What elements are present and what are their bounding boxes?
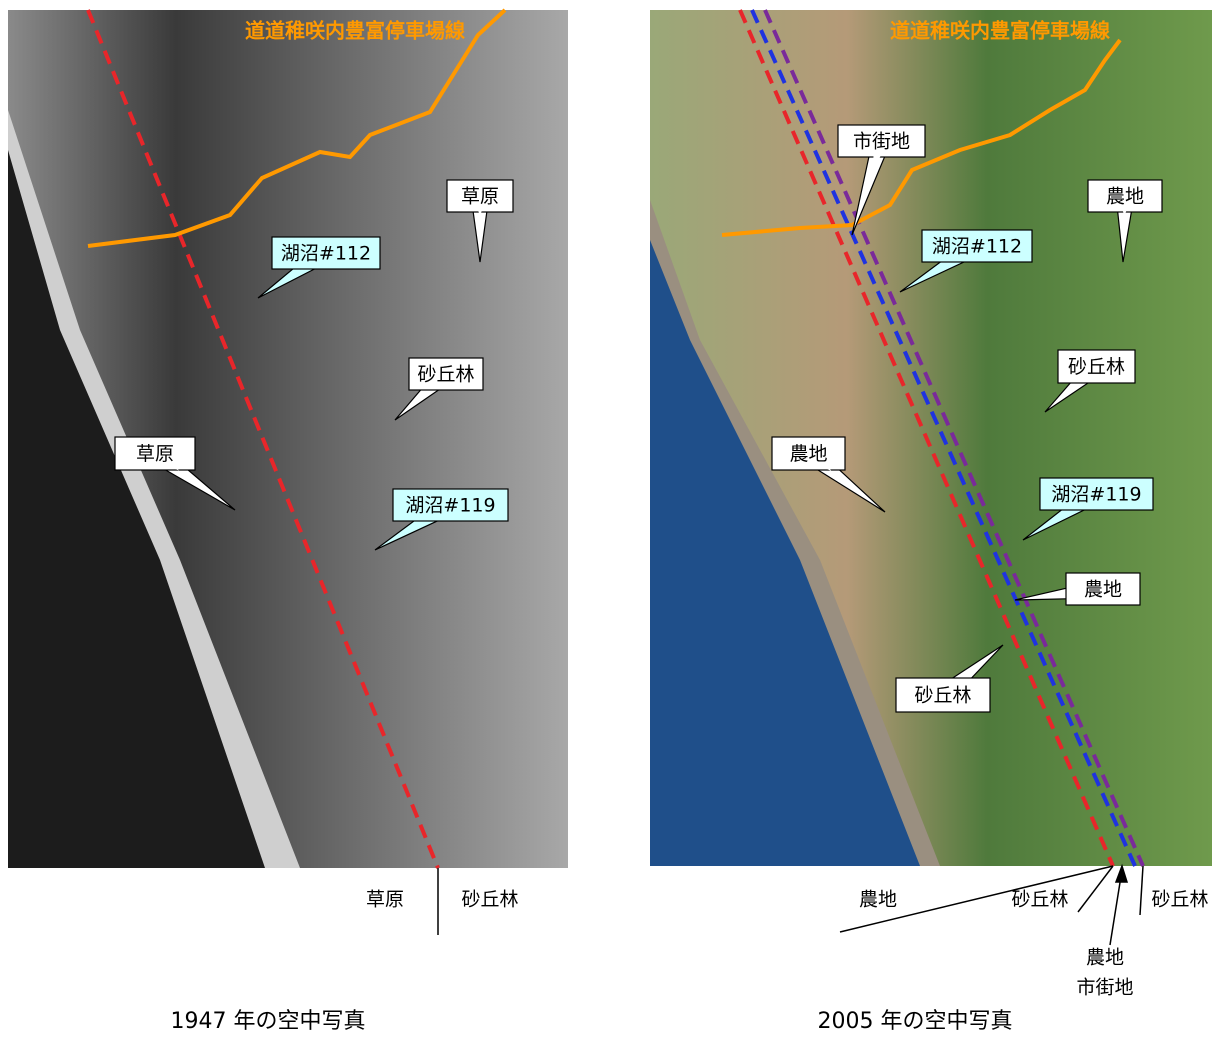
bottom-leaders [437, 863, 1144, 946]
bottom-label: 草原 [366, 889, 404, 911]
bottom-label: 農地 [859, 889, 897, 911]
bottom-label: 農地 [1086, 947, 1124, 969]
caption: 2005 年の空中写真 [818, 1009, 1013, 1034]
callout-tail-fill [938, 680, 961, 701]
callout-tail-fill [1117, 195, 1133, 216]
callout-tail-fill [953, 239, 981, 260]
callout-label: 農地 [1106, 186, 1144, 208]
road-label: 道道稚咲内豊富停車場線 [245, 19, 465, 43]
callout-label: 農地 [789, 443, 827, 465]
callout-label: 農地 [1084, 579, 1122, 601]
callout-tail-fill [872, 138, 889, 170]
bottom-label: 砂丘林 [1151, 889, 1208, 911]
callout-tail-fill [1076, 581, 1104, 597]
callout-tail-fill [804, 447, 832, 472]
callout-tail-fill [472, 196, 488, 216]
bottom-label: 市街地 [1076, 977, 1133, 999]
callout-tail-fill [430, 368, 451, 388]
callout-tail-fill [1074, 487, 1101, 508]
callout-label: 湖沼#119 [405, 495, 495, 517]
callout-label: 砂丘林 [417, 364, 474, 386]
bottom-label: 砂丘林 [1011, 889, 1068, 911]
road-label: 道道稚咲内豊富停車場線 [890, 19, 1110, 43]
callout-label: 砂丘林 [914, 685, 971, 707]
photo-1947 [8, 8, 568, 869]
callout-tail-fill [1081, 361, 1102, 381]
callout-tail-fill [427, 498, 455, 519]
callout-label: 草原 [136, 443, 174, 465]
callout-tail-fill [150, 447, 179, 471]
callout-label: 市街地 [853, 131, 910, 153]
callout-label: 湖沼#119 [1051, 484, 1141, 506]
callout-label: 草原 [461, 186, 499, 208]
callout-label: 砂丘林 [1068, 356, 1125, 378]
caption: 1947 年の空中写真 [171, 1009, 366, 1034]
bottom-label: 砂丘林 [461, 889, 518, 911]
callout-label: 湖沼#112 [932, 236, 1022, 258]
photo-2005 [650, 9, 1212, 867]
callout-label: 湖沼#112 [281, 243, 371, 265]
callout-tail-fill [305, 246, 330, 267]
